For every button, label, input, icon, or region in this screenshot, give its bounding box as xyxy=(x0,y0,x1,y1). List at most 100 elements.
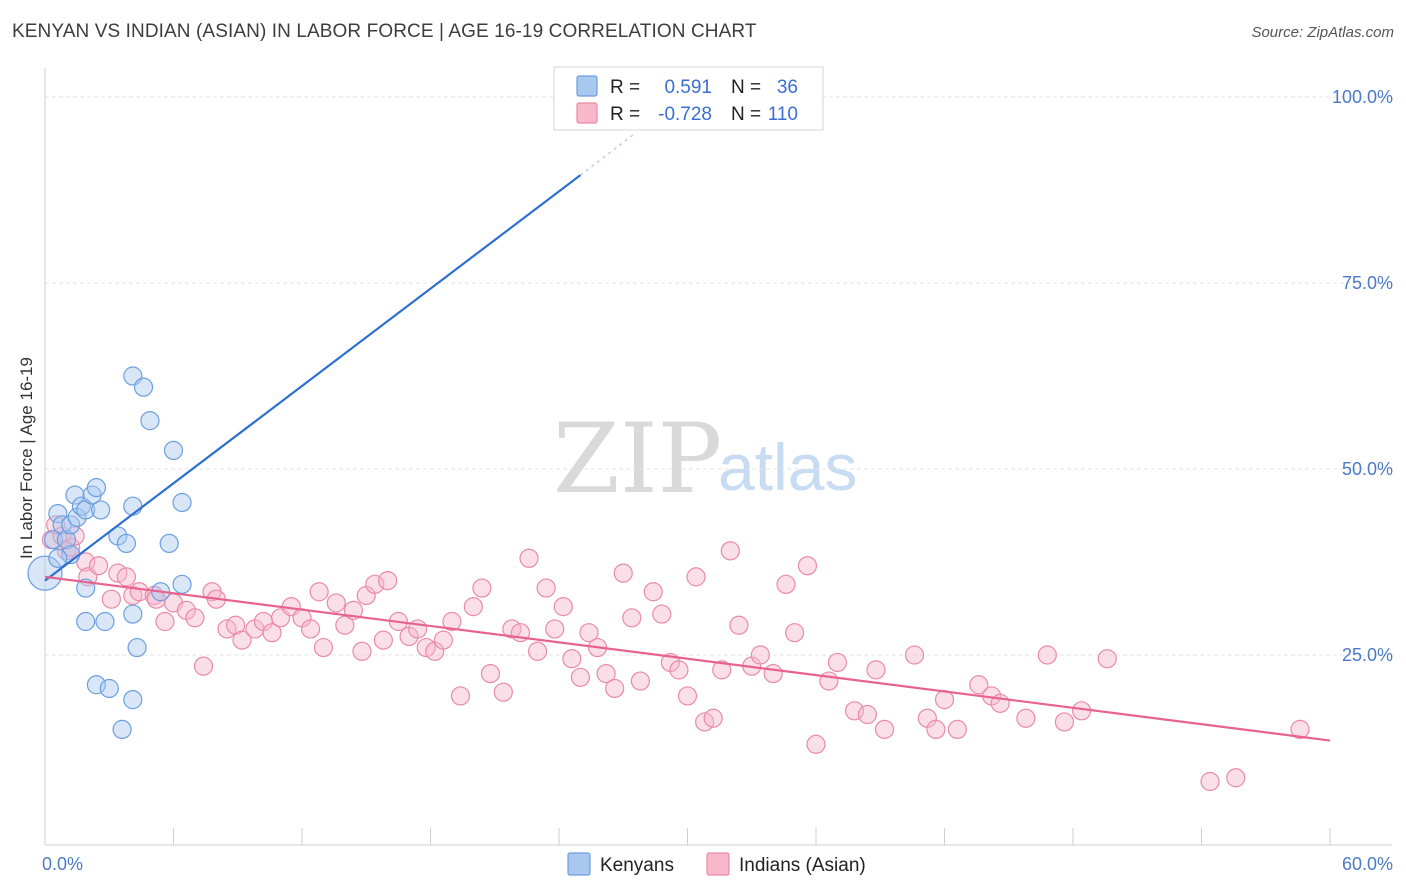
series-legend: Kenyans Indians (Asian) xyxy=(567,852,866,876)
indian-point xyxy=(553,597,573,617)
indian-point xyxy=(969,675,989,695)
kenyan-point xyxy=(123,690,143,710)
indian-point xyxy=(562,649,582,669)
kenyan-point xyxy=(56,530,77,550)
watermark: ZIP atlas xyxy=(553,403,857,515)
indian-point xyxy=(527,641,548,661)
indian-point xyxy=(352,641,372,661)
indian-point xyxy=(545,619,565,639)
kenyan-point xyxy=(172,492,192,513)
legend-n-label: N = xyxy=(731,104,761,125)
indian-point xyxy=(101,589,121,609)
kenyan-trend-line xyxy=(44,174,582,582)
indian-points xyxy=(41,515,1310,792)
indian-point xyxy=(1200,771,1220,792)
indian-point xyxy=(947,719,967,740)
indian-point xyxy=(784,623,805,643)
indian-point xyxy=(1290,719,1310,740)
kenyan-point xyxy=(48,504,68,524)
legend-r-value: 0.591 xyxy=(664,77,712,98)
y-tick-label: 75.0% xyxy=(1342,273,1393,293)
indian-point xyxy=(729,615,749,635)
indian-point xyxy=(1016,708,1036,728)
legend-swatch-indians xyxy=(576,102,598,124)
indian-point xyxy=(262,623,282,643)
correlation-legend: R = 0.591 N = 36 R = -0.728 N = 110 xyxy=(553,66,824,131)
indian-point xyxy=(797,556,818,576)
x-ticks: 0.0% 60.0% xyxy=(42,828,1393,874)
indian-point xyxy=(677,686,698,706)
x-tick-label: 0.0% xyxy=(42,854,83,874)
kenyan-trend-extension xyxy=(579,133,635,176)
legend-swatch-kenyans xyxy=(576,75,598,97)
indian-point xyxy=(806,734,826,754)
indian-point xyxy=(866,660,886,680)
indian-point xyxy=(463,597,483,617)
kenyan-point xyxy=(86,478,107,498)
indian-point xyxy=(536,578,556,598)
legend-r-value: -0.728 xyxy=(658,104,712,125)
legend-n-value: 36 xyxy=(777,77,798,98)
indian-point xyxy=(326,593,346,613)
kenyan-point xyxy=(27,555,63,591)
kenyan-point xyxy=(65,485,85,505)
kenyan-point xyxy=(133,377,154,397)
kenyan-point xyxy=(140,411,160,431)
indian-point xyxy=(373,630,393,650)
indian-point xyxy=(193,656,214,676)
watermark-atlas: atlas xyxy=(718,430,857,504)
kenyan-point xyxy=(76,611,96,632)
axes xyxy=(44,68,1392,846)
indian-point xyxy=(1037,645,1057,665)
indian-point xyxy=(450,686,471,706)
chart-title: KENYAN VS INDIAN (ASIAN) IN LABOR FORCE … xyxy=(12,21,757,42)
indian-point xyxy=(844,701,865,721)
indian-point xyxy=(1097,649,1117,669)
indian-point xyxy=(309,582,329,602)
indian-point xyxy=(904,645,925,665)
legend-label-kenyans: Kenyans xyxy=(600,855,674,876)
watermark-zip: ZIP xyxy=(553,403,722,515)
legend-swatch-indians xyxy=(706,852,730,876)
kenyan-point xyxy=(99,678,119,699)
indian-point xyxy=(480,663,501,684)
indian-point xyxy=(185,608,205,628)
y-axis-label: In Labor Force | Age 16-19 xyxy=(17,357,36,559)
y-tick-labels: 25.0% 50.0% 75.0% 100.0% xyxy=(1332,87,1393,665)
indian-point xyxy=(335,615,355,635)
kenyan-point xyxy=(86,675,107,695)
legend-swatch-kenyans xyxy=(567,852,591,876)
trend-lines xyxy=(44,133,1331,742)
indian-point xyxy=(827,652,848,673)
kenyan-point xyxy=(163,440,184,460)
y-tick-label: 25.0% xyxy=(1342,645,1393,665)
indian-point xyxy=(116,567,136,587)
indian-point xyxy=(1226,768,1246,788)
kenyan-point xyxy=(123,604,143,624)
indian-point xyxy=(630,671,650,691)
kenyan-point xyxy=(127,637,147,658)
indian-point xyxy=(819,671,839,691)
x-tick-label: 60.0% xyxy=(1342,854,1393,874)
indian-point xyxy=(570,667,591,687)
kenyan-point xyxy=(123,496,143,516)
indian-point xyxy=(1054,712,1075,732)
indian-point xyxy=(874,719,895,740)
indian-point xyxy=(519,548,539,568)
indian-point xyxy=(669,660,689,680)
indian-trend-line xyxy=(44,575,1331,742)
kenyan-point xyxy=(159,533,179,554)
indian-point xyxy=(622,608,642,628)
kenyan-point xyxy=(116,533,136,554)
indian-point xyxy=(926,719,946,740)
indian-point xyxy=(652,604,672,624)
indian-point xyxy=(378,570,398,591)
grid xyxy=(45,96,1392,656)
y-tick-label: 100.0% xyxy=(1332,87,1393,107)
indian-point xyxy=(763,663,783,684)
indian-point xyxy=(313,637,334,658)
legend-r-label: R = xyxy=(610,104,640,125)
kenyan-point xyxy=(61,515,81,535)
indian-point xyxy=(579,623,599,643)
